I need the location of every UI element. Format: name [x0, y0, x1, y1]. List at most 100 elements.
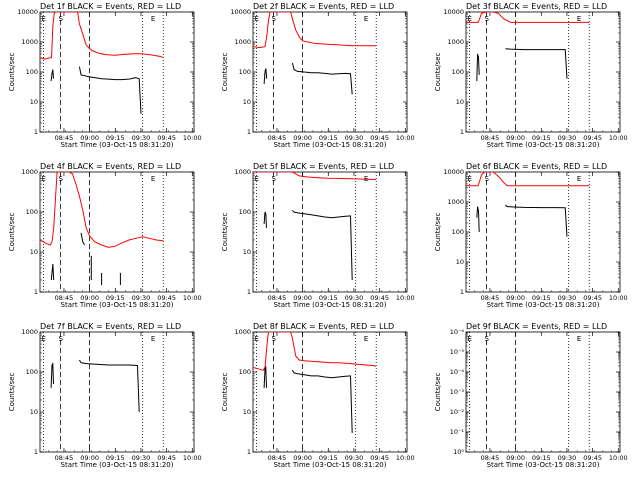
panel-det-7: Det 7f BLACK = Events, RED = LLD 1 10 100 10…: [8, 322, 202, 469]
y-tick-label: 10⁻⁶: [450, 328, 465, 336]
y-tick-label: 10000: [17, 8, 38, 16]
panel-det-6: Det 6f BLACK = Events, RED = LLD 1 10 100 10…: [434, 162, 628, 309]
x-axis-label: Start Time (03-Oct-15 08:31:20): [487, 301, 600, 309]
x-tick-label: 09:15: [319, 454, 338, 462]
chart-title: Det 3f BLACK = Events, RED = LLD: [466, 2, 607, 11]
events-series-line: [50, 362, 54, 388]
y-tick-label: 100: [26, 368, 38, 376]
x-tick-label: 09:30: [345, 134, 364, 142]
event-marker-label: S: [271, 335, 276, 343]
x-tick-label: 09:00: [80, 294, 99, 302]
y-tick-label: 1000: [21, 328, 38, 336]
y-tick-label: 1: [34, 128, 38, 136]
x-tick-label: 09:45: [157, 294, 176, 302]
plot-frame: [252, 331, 408, 453]
x-tick-label: 09:15: [106, 294, 125, 302]
y-tick-label: 1: [247, 288, 251, 296]
y-tick-label: 1000: [21, 168, 38, 176]
event-marker-label: E: [255, 15, 259, 23]
plot-frame: [465, 171, 621, 293]
y-axis-label: Counts/sec: [221, 53, 229, 92]
event-marker-label: S: [271, 15, 276, 23]
y-tick-label: 10: [243, 248, 251, 256]
y-axis-label: Counts/sec: [434, 53, 442, 92]
events-series-line: [263, 68, 268, 84]
x-tick-label: 09:00: [506, 134, 525, 142]
y-tick-label: 10000: [443, 168, 464, 176]
x-tick-label: 09:45: [157, 134, 176, 142]
x-tick-label: 09:00: [506, 294, 525, 302]
y-tick-label: 1: [247, 448, 251, 456]
event-marker-label: S: [58, 175, 63, 183]
x-tick-label: 09:00: [80, 454, 99, 462]
panel-det-4: Det 4f BLACK = Events, RED = LLD 1 10 100 10…: [8, 162, 202, 309]
x-tick-label: 10:00: [609, 134, 628, 142]
event-marker-label: E: [42, 175, 46, 183]
events-series-line: [78, 66, 142, 114]
y-axis-label: Counts/sec: [434, 213, 442, 252]
panel-det-2: Det 2f BLACK = Events, RED = LLD 1 10 100 10…: [221, 2, 415, 149]
event-marker-label: E: [42, 15, 46, 23]
y-tick-label: 1000: [234, 168, 251, 176]
events-series-line: [263, 211, 267, 228]
event-marker-label: E: [364, 15, 368, 23]
x-tick-label: 09:00: [293, 454, 312, 462]
y-tick-label: 10: [30, 98, 38, 106]
x-tick-label: 10:00: [396, 294, 415, 302]
y-tick-label: 10⁻³: [450, 388, 465, 396]
y-tick-label: 100: [239, 68, 251, 76]
plot-frame: [39, 171, 195, 293]
x-tick-label: 09:00: [80, 134, 99, 142]
y-tick-label: 1: [460, 128, 464, 136]
x-tick-label: 09:00: [293, 294, 312, 302]
events-series-line: [292, 209, 353, 281]
x-axis-label: Start Time (03-Oct-15 08:31:20): [61, 301, 174, 309]
y-axis-label: Counts/sec: [8, 213, 16, 252]
x-tick-label: 09:30: [345, 454, 364, 462]
y-tick-label: 100: [452, 68, 464, 76]
x-tick-label: 09:30: [132, 134, 151, 142]
lld-series-line: [253, 172, 377, 180]
y-tick-label: 10: [456, 258, 464, 266]
chart-title: Det 7f BLACK = Events, RED = LLD: [40, 322, 181, 331]
y-tick-label: 100: [239, 208, 251, 216]
plot-frame: [465, 11, 621, 133]
x-tick-label: 09:45: [157, 454, 176, 462]
x-tick-label: 09:00: [293, 134, 312, 142]
chart-title: Det 8f BLACK = Events, RED = LLD: [253, 322, 394, 331]
x-tick-label: 08:45: [481, 294, 500, 302]
y-axis-label: Counts/sec: [8, 53, 16, 92]
y-axis-label: Counts/sec: [221, 373, 229, 412]
y-tick-label: 1000: [234, 38, 251, 46]
x-tick-label: 10:00: [609, 454, 628, 462]
x-tick-label: 09:15: [319, 134, 338, 142]
event-marker-label: E: [468, 175, 472, 183]
x-tick-label: 09:30: [558, 454, 577, 462]
event-marker-label: S: [58, 335, 63, 343]
x-tick-label: 08:45: [481, 134, 500, 142]
events-series-line: [505, 204, 568, 237]
y-tick-label: 10: [30, 408, 38, 416]
lld-series-line: [40, 172, 164, 248]
lld-series-line: [253, 12, 377, 49]
y-tick-label: 1: [34, 448, 38, 456]
x-axis-label: Start Time (03-Oct-15 08:31:20): [274, 141, 387, 149]
y-tick-label: 100: [452, 228, 464, 236]
events-series-line: [78, 359, 140, 413]
panel-det-5: Det 5f BLACK = Events, RED = LLD 1 10 100 10…: [221, 162, 415, 309]
x-axis-label: Start Time (03-Oct-15 08:31:20): [487, 461, 600, 469]
x-tick-label: 08:45: [55, 294, 74, 302]
event-marker-label: S: [484, 335, 489, 343]
plot-frame: [39, 331, 195, 453]
events-series-line: [476, 53, 480, 82]
event-marker-label: E: [364, 335, 368, 343]
x-tick-label: 09:30: [345, 294, 364, 302]
events-series-line: [291, 62, 353, 95]
event-marker-label: S: [58, 15, 63, 23]
plot-frame: [39, 11, 195, 133]
panel-det-1: Det 1f BLACK = Events, RED = LLD 1 10 100 10…: [8, 2, 202, 149]
x-tick-label: 09:15: [532, 454, 551, 462]
events-series-line: [50, 263, 55, 281]
